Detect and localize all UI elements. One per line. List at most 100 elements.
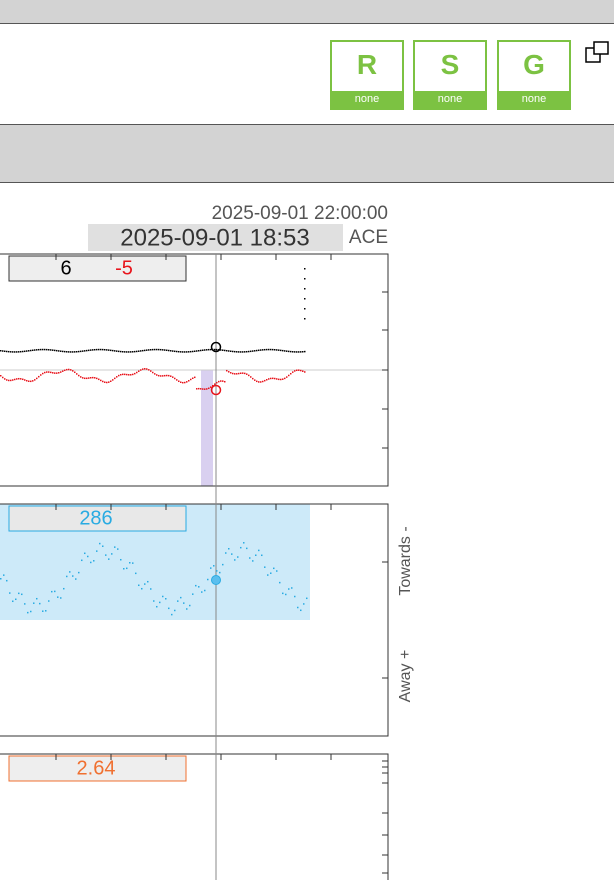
trace-dot (262, 380, 264, 383)
trace-dot (68, 351, 70, 353)
trace-dot (140, 350, 142, 352)
trace-dot (148, 369, 150, 371)
trace-dot (78, 374, 80, 377)
trace-dot (72, 351, 74, 353)
cursor-time: 2025-09-01 18:53 (120, 224, 310, 251)
trace-dot (188, 351, 190, 353)
trace-dot (270, 348, 272, 351)
trace-dot (57, 596, 59, 598)
trace-dot (300, 609, 302, 612)
readout-box (8, 255, 187, 282)
away-label: Away + (397, 650, 414, 703)
trace-dot (140, 369, 142, 371)
trace-dot (14, 351, 16, 353)
trace-dot (106, 349, 108, 351)
trace-dot (80, 376, 82, 378)
trace-dot (228, 371, 230, 373)
trace-dot (204, 589, 206, 592)
trace-dot (110, 380, 112, 383)
trace-dot (270, 572, 272, 574)
trace-dot (86, 377, 88, 380)
trace-dot (274, 349, 276, 351)
trace-dot (130, 351, 132, 353)
trace-dot (255, 554, 257, 556)
trace-dot (220, 349, 222, 351)
trace-dot (234, 373, 236, 375)
trace-dot (244, 351, 246, 353)
trace-dot (156, 348, 158, 351)
trace-dot (66, 575, 68, 578)
trace-dot (198, 349, 200, 352)
trace-dot (288, 588, 290, 590)
trace-dot (136, 371, 138, 374)
trace-dot (150, 588, 152, 590)
badge-letter: R (332, 42, 402, 91)
trace-dot (46, 371, 48, 373)
trace-dot (252, 560, 254, 562)
trace-dot (288, 350, 290, 353)
trace-dot (60, 350, 62, 352)
trace-dot (192, 350, 194, 353)
trace-dot (4, 378, 6, 380)
trace-dot (50, 371, 52, 374)
trace-dot (168, 374, 170, 377)
trace-dot (10, 379, 12, 382)
trace-dot (252, 377, 254, 380)
trace-dot (93, 560, 95, 562)
trace-dot (92, 349, 94, 351)
trace-dot (116, 376, 118, 378)
trace-dot (248, 374, 250, 377)
trace-dot (56, 349, 58, 352)
trace-dot (76, 350, 78, 353)
trace-dot (16, 378, 18, 380)
trace-dot (90, 349, 92, 351)
trace-dot (100, 379, 102, 382)
panel-frame (0, 503, 389, 737)
trace-dot (292, 351, 294, 353)
trace-dot (2, 376, 4, 379)
trace-dot (48, 349, 50, 351)
trace-dot (178, 350, 180, 353)
popout-icon[interactable] (584, 40, 612, 66)
trace-dot (36, 597, 38, 600)
trace-dot (38, 375, 40, 378)
badge-letter: S (415, 42, 485, 91)
trace-dot (152, 348, 154, 351)
trace-dot (112, 379, 114, 381)
trace-dot (81, 559, 83, 562)
trace-dot (42, 348, 44, 351)
trace-dot (12, 379, 14, 381)
trace-dot (75, 578, 77, 580)
trace-dot (278, 378, 280, 381)
trace-dot (16, 351, 18, 353)
trace-dot (82, 350, 84, 352)
trace-dot (24, 603, 26, 605)
trace-dot (156, 605, 158, 608)
trace-dot (129, 562, 131, 564)
trace-dot (288, 374, 290, 377)
trace-dot (86, 349, 88, 352)
trace-dot (232, 372, 234, 375)
trace-dot (108, 558, 110, 560)
trace-dot (258, 349, 260, 352)
trace-dot (90, 377, 92, 379)
bt-readout: 6 (60, 257, 71, 279)
trace-dot (240, 351, 242, 353)
trace-dot (114, 546, 116, 548)
trace-dot (302, 351, 304, 353)
cursor-marker (211, 575, 221, 585)
trace-dot (36, 377, 38, 380)
trace-dot (248, 350, 250, 353)
trace-dot (266, 378, 268, 381)
trace-dot (200, 388, 202, 390)
trace-dot (304, 318, 306, 320)
trace-dot (298, 351, 300, 353)
trace-dot (186, 608, 188, 610)
trace-dot (111, 553, 113, 555)
trace-dot (204, 388, 206, 390)
trace-dot (2, 350, 4, 352)
trace-dot (192, 377, 194, 379)
